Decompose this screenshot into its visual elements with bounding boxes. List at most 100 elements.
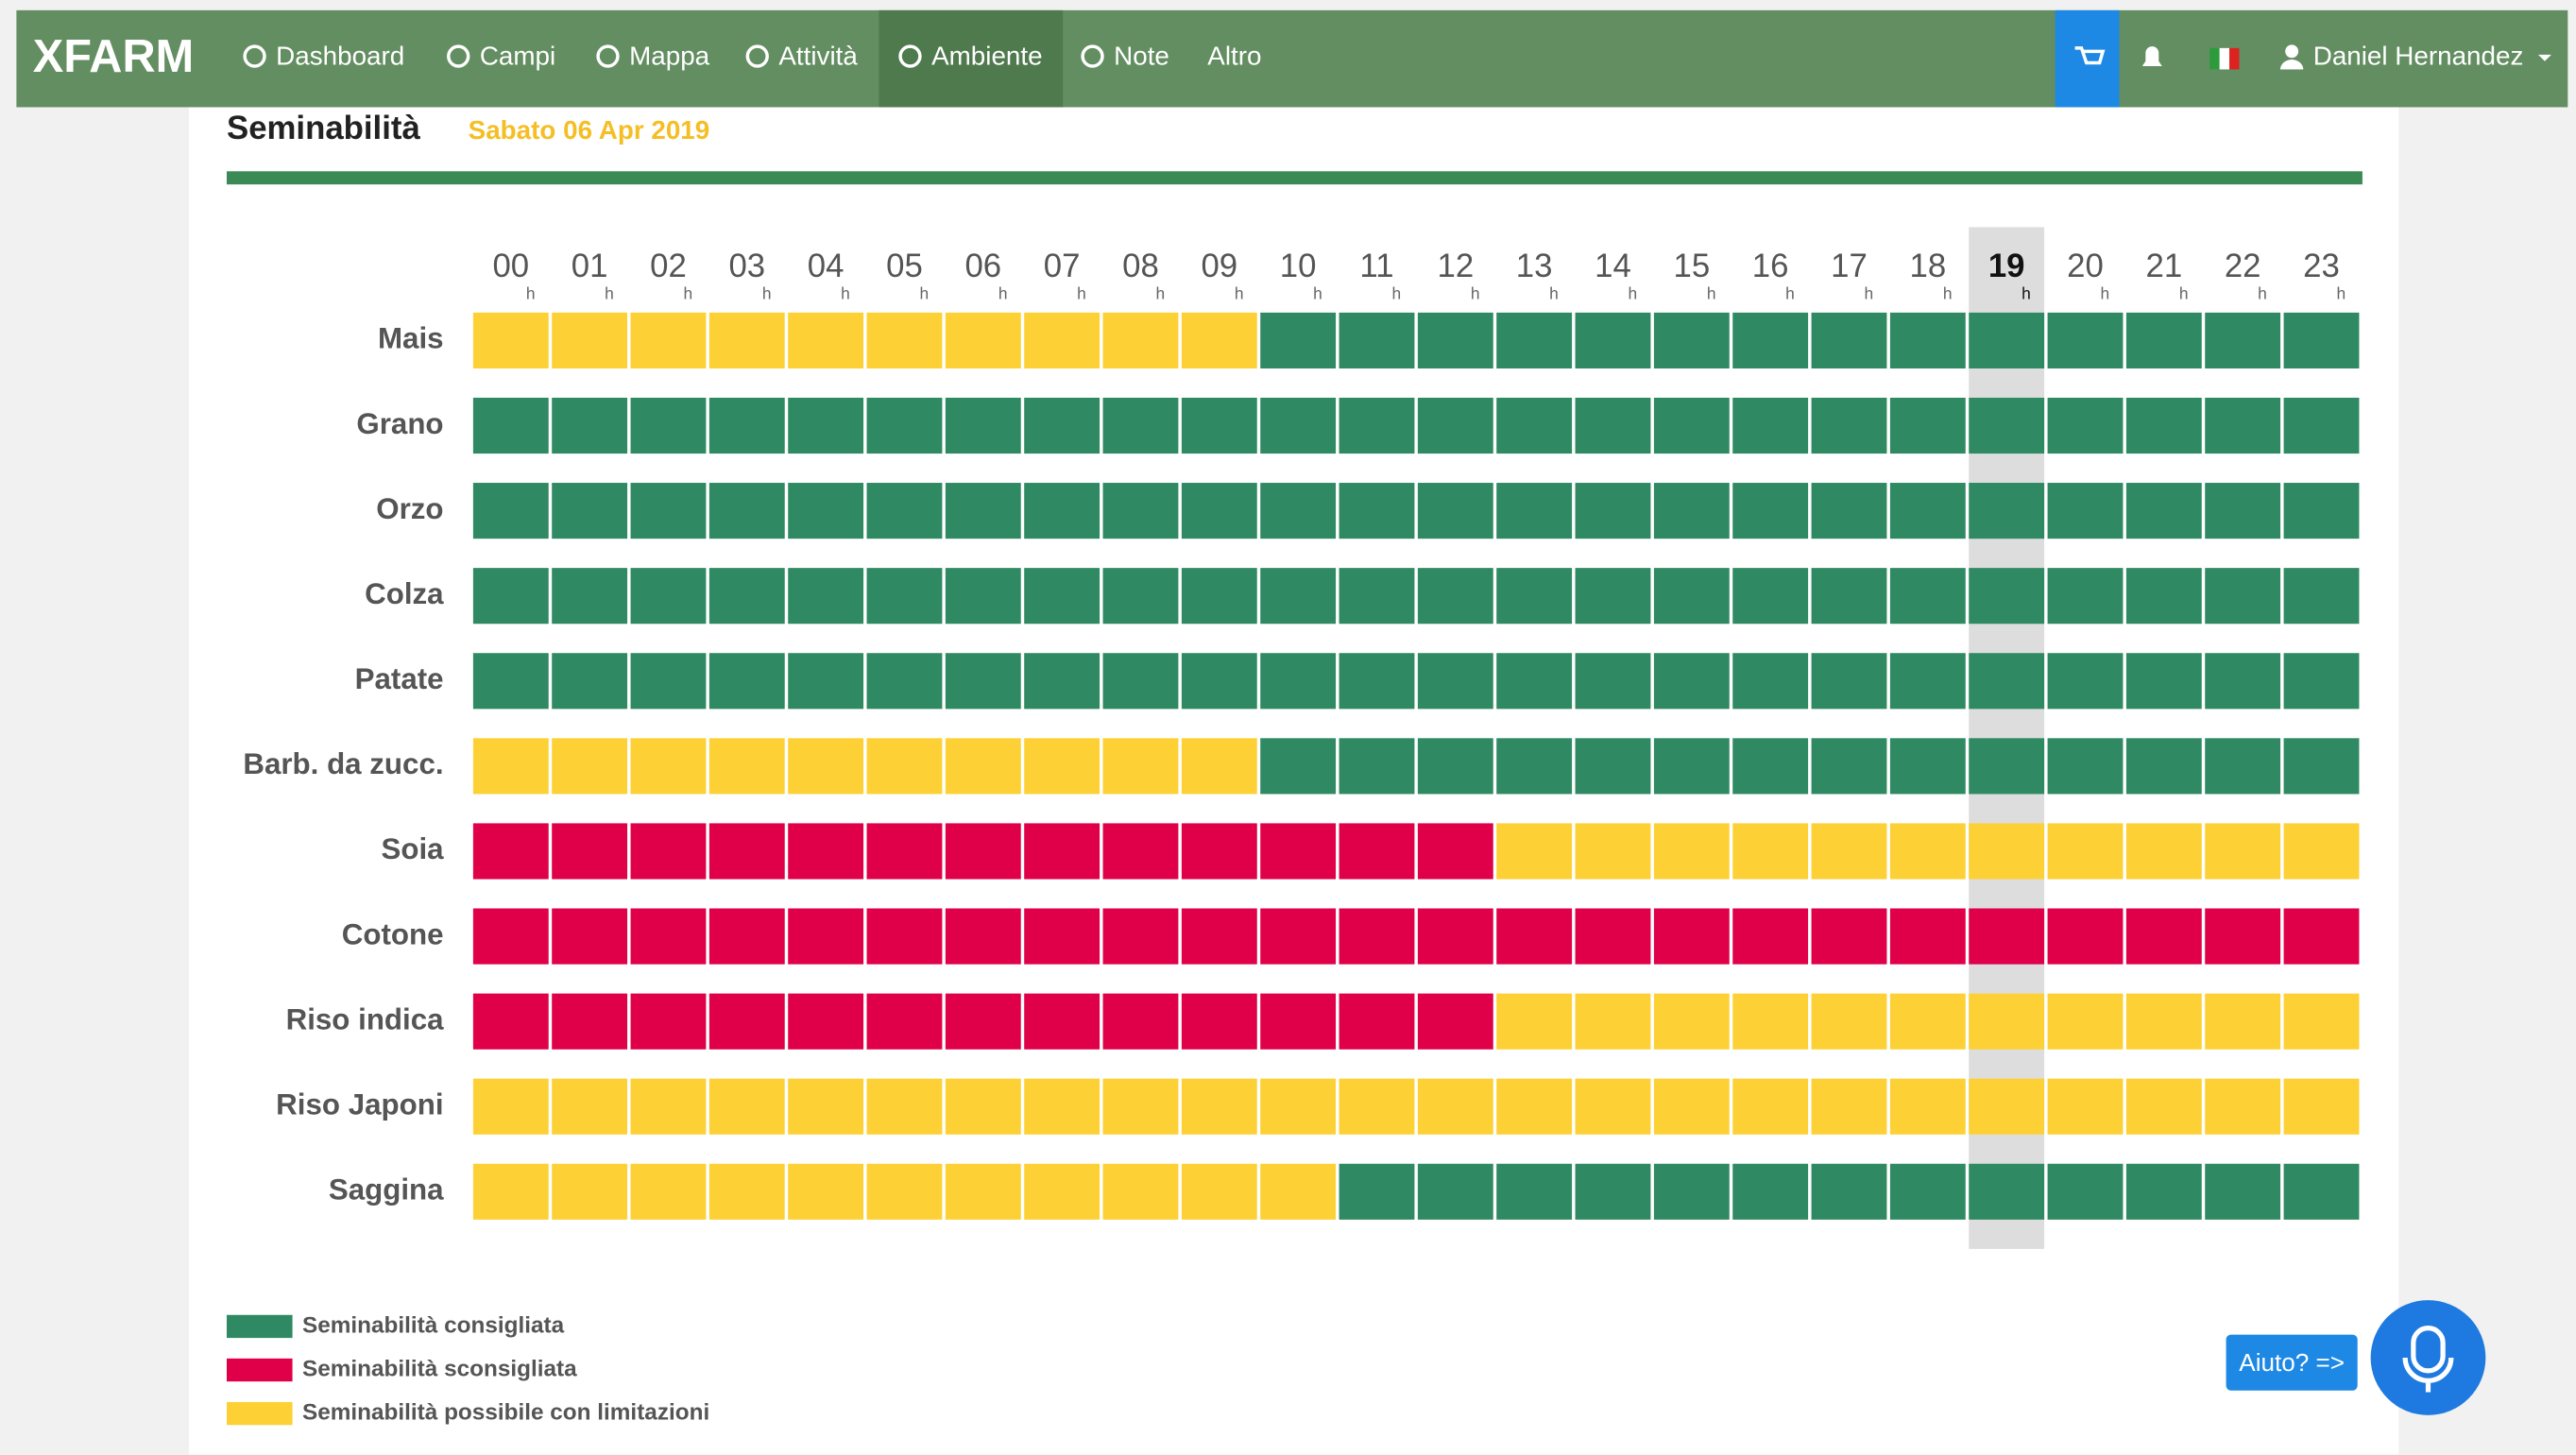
cell <box>866 312 943 368</box>
cell <box>1969 823 2045 880</box>
nav-item[interactable]: Mappa <box>629 42 710 71</box>
cell <box>630 993 707 1050</box>
hour-label: 05 <box>886 248 923 284</box>
grid: 00h01h02h03h04h05h06h07h08h09h10h11h12h1… <box>243 227 2360 1249</box>
cell <box>945 738 1021 795</box>
logo[interactable]: XFARM <box>33 31 194 82</box>
cell <box>2205 397 2281 454</box>
cell <box>1575 483 1651 539</box>
cell <box>788 1078 864 1135</box>
cell <box>1024 483 1100 539</box>
row-label: Saggina <box>329 1173 444 1207</box>
cell <box>1653 1163 1730 1220</box>
cell <box>1260 1078 1337 1135</box>
help-button[interactable] <box>2226 1334 2358 1391</box>
bell-icon[interactable] <box>2141 46 2162 66</box>
hour-label: 19 <box>1988 248 2025 284</box>
nav-item[interactable]: Dashboard <box>276 42 404 71</box>
cell <box>2047 397 2124 454</box>
cell <box>866 993 943 1050</box>
cell <box>1575 397 1651 454</box>
cell <box>1417 483 1493 539</box>
cell <box>1102 738 1179 795</box>
hour-unit: h <box>684 283 693 302</box>
nav-item[interactable]: Ambiente <box>931 42 1042 71</box>
cell <box>1653 653 1730 710</box>
cell <box>1575 312 1651 368</box>
cell <box>1181 312 1257 368</box>
hour-unit: h <box>1785 283 1795 302</box>
cell <box>866 823 943 880</box>
user-menu[interactable]: Daniel Hernandez <box>2313 42 2524 71</box>
cell <box>1811 908 1887 965</box>
cell <box>1575 568 1651 625</box>
cell <box>788 1163 864 1220</box>
nav-item[interactable]: Altro <box>1207 42 1261 71</box>
cell <box>1260 568 1337 625</box>
nav-item[interactable]: Campi <box>480 42 555 71</box>
cell <box>1260 1163 1337 1220</box>
date: Sabato 06 Apr 2019 <box>469 115 710 145</box>
cell <box>945 1163 1021 1220</box>
nav-item[interactable]: Note <box>1114 42 1169 71</box>
nav-item[interactable]: Attività <box>778 42 858 71</box>
cell <box>1889 568 1966 625</box>
user-icon <box>2285 44 2299 59</box>
cell <box>552 1078 628 1135</box>
cell <box>945 483 1021 539</box>
cell <box>552 993 628 1050</box>
legend: Seminabilità consigliata Seminabilità sco… <box>227 1312 709 1426</box>
cell <box>1969 1078 2045 1135</box>
cell <box>1102 653 1179 710</box>
mic-button[interactable] <box>2370 1300 2486 1415</box>
cell <box>2205 1078 2281 1135</box>
cell <box>1024 1078 1100 1135</box>
mic-icon <box>2411 1326 2446 1374</box>
hour-label: 15 <box>1673 248 1710 284</box>
cell <box>2125 312 2202 368</box>
cell <box>1889 397 1966 454</box>
cell <box>1496 1163 1573 1220</box>
cell <box>2283 397 2360 454</box>
legend-swatch <box>227 1358 293 1382</box>
hour-label: 14 <box>1595 248 1631 284</box>
cell <box>1260 483 1337 539</box>
flag[interactable] <box>2209 47 2220 70</box>
user-icon <box>2279 60 2304 70</box>
cell <box>1496 738 1573 795</box>
cell <box>1653 568 1730 625</box>
cell <box>945 823 1021 880</box>
row-label: Grano <box>356 407 443 440</box>
cell <box>552 483 628 539</box>
cell <box>630 312 707 368</box>
cell <box>552 823 628 880</box>
cell <box>2125 1078 2202 1135</box>
cell <box>2205 653 2281 710</box>
hour-unit: h <box>1313 283 1322 302</box>
nav-icon <box>1081 44 1104 68</box>
cell <box>1339 483 1415 539</box>
hour-unit: h <box>841 283 850 302</box>
cell <box>708 738 785 795</box>
cell <box>630 738 707 795</box>
row-label: Orzo <box>376 492 443 525</box>
cell <box>945 1078 1021 1135</box>
cell <box>945 312 1021 368</box>
cell <box>2205 1163 2281 1220</box>
cell <box>472 993 549 1050</box>
cell <box>2283 823 2360 880</box>
cell <box>1496 653 1573 710</box>
cell <box>1260 397 1337 454</box>
cell <box>1969 738 2045 795</box>
legend-swatch <box>227 1401 293 1426</box>
cell <box>788 312 864 368</box>
cell <box>1102 993 1179 1050</box>
hour-unit: h <box>2179 283 2189 302</box>
cell <box>945 908 1021 965</box>
divider <box>227 171 2363 185</box>
cell <box>2125 908 2202 965</box>
cell <box>630 1078 707 1135</box>
cell <box>630 397 707 454</box>
cart-button[interactable] <box>2055 9 2120 108</box>
